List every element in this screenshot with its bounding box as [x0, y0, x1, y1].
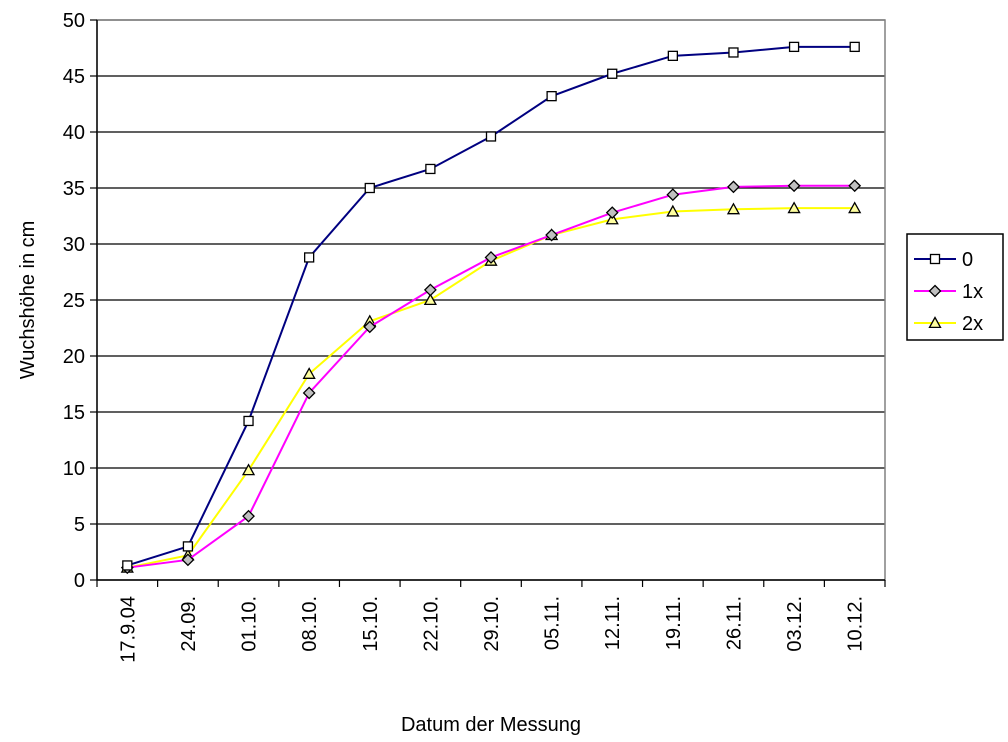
data-point — [364, 182, 375, 194]
legend-marker — [928, 284, 942, 298]
data-point — [787, 201, 801, 214]
x-tick-label: 10.12. — [845, 596, 867, 652]
x-tick-label: 17.9.04 — [117, 596, 139, 663]
data-point — [425, 163, 436, 175]
x-tick-label: 19.11. — [663, 596, 685, 650]
legend-item: 1x — [914, 281, 983, 303]
data-point — [302, 367, 316, 379]
data-point — [727, 180, 740, 194]
y-tick-label: 45 — [63, 66, 85, 88]
data-point — [666, 204, 680, 217]
y-axis-title: Wuchshöhe in cm — [17, 221, 39, 380]
legend: 0 1x 2x — [906, 233, 1004, 341]
y-tick-label: 35 — [63, 178, 85, 200]
x-tick-label: 08.10. — [299, 596, 321, 652]
x-tick-label: 12.11. — [602, 596, 624, 650]
data-point — [546, 91, 557, 102]
data-point — [545, 228, 559, 242]
legend-box — [906, 233, 1004, 341]
legend-label: 1x — [962, 281, 983, 303]
y-tick-label: 15 — [63, 402, 85, 424]
data-point — [667, 50, 678, 61]
y-tick-label: 30 — [63, 234, 85, 256]
legend-marker — [929, 253, 941, 265]
x-tick-label: 22.10. — [420, 596, 442, 652]
data-point — [241, 463, 256, 476]
y-tick-label: 40 — [63, 122, 85, 144]
data-point — [484, 251, 498, 264]
data-point — [726, 202, 741, 215]
series-layer — [120, 41, 862, 575]
data-point — [848, 201, 862, 214]
data-point — [788, 41, 800, 53]
x-axis-title: Datum der Messung — [401, 714, 581, 736]
x-tick-label: 05.11. — [542, 596, 564, 650]
data-point — [182, 541, 194, 552]
data-point — [787, 179, 801, 193]
x-tick-label: 01.10. — [239, 596, 261, 652]
data-point — [728, 47, 739, 58]
legend-label: 2x — [962, 313, 983, 335]
data-point — [302, 386, 316, 400]
data-point — [242, 509, 255, 523]
x-tick-label: 24.09. — [178, 596, 200, 652]
data-point — [849, 41, 860, 53]
x-tick-label: 03.12. — [784, 596, 806, 652]
y-tick-label: 10 — [63, 458, 85, 480]
data-point — [848, 179, 862, 193]
data-point — [423, 293, 437, 306]
y-tick-labels: 0 5 10 15 20 25 30 35 40 45 50 — [63, 10, 85, 592]
series-line — [127, 184, 855, 569]
axes — [90, 19, 886, 587]
x-tick-label: 26.11. — [723, 596, 745, 650]
x-tick-label: 29.10. — [481, 596, 503, 652]
data-point — [243, 415, 254, 427]
y-tick-label: 25 — [63, 290, 85, 312]
legend-item: 2x — [914, 313, 983, 335]
y-tick-label: 5 — [74, 514, 85, 536]
data-point — [122, 560, 133, 571]
y-tick-label: 50 — [63, 10, 85, 32]
legend-item: 0 — [914, 249, 973, 271]
data-point — [363, 320, 377, 334]
data-point — [181, 553, 195, 567]
y-tick-label: 20 — [63, 346, 85, 368]
x-tick-labels: 17.9.04 24.09. 01.10. 08.10. 15.10. 22.10. 29.… — [117, 596, 866, 663]
legend-label: 0 — [962, 249, 973, 271]
data-point — [605, 206, 619, 220]
y-tick-label: 0 — [74, 570, 85, 592]
legend-marker — [928, 316, 942, 329]
data-point — [423, 283, 437, 297]
series-2 — [120, 179, 862, 575]
data-point — [607, 68, 618, 79]
grid-lines — [97, 19, 885, 525]
x-tick-label: 15.10. — [360, 596, 382, 652]
data-point — [485, 131, 497, 142]
data-point — [304, 252, 315, 263]
series-1 — [122, 41, 860, 571]
data-point — [666, 188, 680, 202]
